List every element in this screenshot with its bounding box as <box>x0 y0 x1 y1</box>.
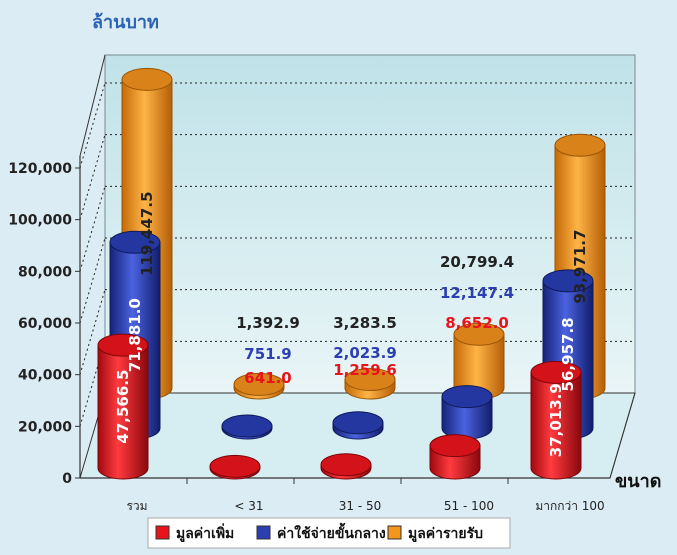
bar-top <box>429 434 481 458</box>
y-tick-label: 80,000 <box>18 264 72 280</box>
legend-label: มูลค่ารายรับ <box>408 526 483 542</box>
data-label: 47,566.5 <box>114 370 132 444</box>
legend-swatch <box>155 525 170 540</box>
bar-top <box>121 67 173 91</box>
data-label: 71,881.0 <box>126 298 144 372</box>
bar-top <box>209 454 261 478</box>
y-axis-title: ล้านบาท <box>92 12 159 33</box>
x-tick-label: 31 - 50 <box>339 499 382 513</box>
bar-top <box>530 360 582 384</box>
left-wall-edge <box>79 54 106 157</box>
y-tick-label: 0 <box>62 471 72 487</box>
legend-swatch <box>387 525 402 540</box>
bar-top <box>554 133 606 157</box>
data-label: 2,023.9 <box>333 344 397 362</box>
data-label: 12,147.4 <box>440 284 514 302</box>
data-label: 1,259.6 <box>333 361 397 379</box>
data-label: 56,957.8 <box>559 317 577 391</box>
y-tick-label: 100,000 <box>8 213 72 229</box>
legend-label: ค่าใช้จ่ายขั้นกลาง <box>277 522 386 542</box>
x-tick-label: 51 - 100 <box>444 499 494 513</box>
bar-body <box>530 371 582 480</box>
data-label: 751.9 <box>244 345 291 363</box>
gridline-diagonal <box>79 237 106 324</box>
bar <box>429 434 481 480</box>
data-label: 1,392.9 <box>236 314 300 332</box>
legend-box <box>147 517 511 549</box>
bar-top <box>441 385 493 409</box>
bar <box>441 385 493 440</box>
data-label: 641.0 <box>244 369 291 387</box>
data-label: 119,447.5 <box>138 191 156 275</box>
bar <box>332 411 384 440</box>
bar <box>97 333 149 480</box>
data-label: 8,652.0 <box>445 314 509 332</box>
y-tick-label: 120,000 <box>8 161 72 177</box>
data-label: 3,283.5 <box>333 314 397 332</box>
bar-top <box>453 322 505 346</box>
gridline-diagonal <box>79 134 106 220</box>
data-label: 37,013.9 <box>547 383 565 457</box>
bar-top <box>221 414 273 438</box>
bar-top <box>97 333 149 357</box>
x-tick-label: มากกว่า 100 <box>535 499 604 513</box>
bar <box>233 372 285 400</box>
legend-label: มูลค่าเพิ่ม <box>176 523 234 542</box>
bar-top <box>109 230 161 254</box>
bar-body <box>97 344 149 480</box>
x-tick-label: รวม <box>126 499 147 513</box>
x-tick-label: < 31 <box>234 499 263 513</box>
bar-top <box>320 453 372 477</box>
bar-top <box>332 411 384 435</box>
y-tick-label: 20,000 <box>18 419 72 435</box>
bar-top <box>542 269 594 293</box>
bar <box>530 360 582 480</box>
bar-top <box>233 372 285 396</box>
bar <box>344 368 396 400</box>
gridline-diagonal <box>79 82 106 169</box>
data-label: 93,971.7 <box>571 230 589 304</box>
floor-edge <box>609 392 636 479</box>
bar <box>320 453 372 480</box>
y-tick-label: 40,000 <box>18 368 72 384</box>
bar <box>209 454 261 480</box>
y-tick-label: 60,000 <box>18 316 72 332</box>
x-axis-title: ขนาด <box>615 471 661 492</box>
bar <box>453 322 505 400</box>
data-label: 20,799.4 <box>440 253 514 271</box>
bar <box>221 414 273 440</box>
gridline-diagonal <box>79 186 106 272</box>
legend-swatch <box>256 525 271 540</box>
bar-top <box>344 368 396 392</box>
